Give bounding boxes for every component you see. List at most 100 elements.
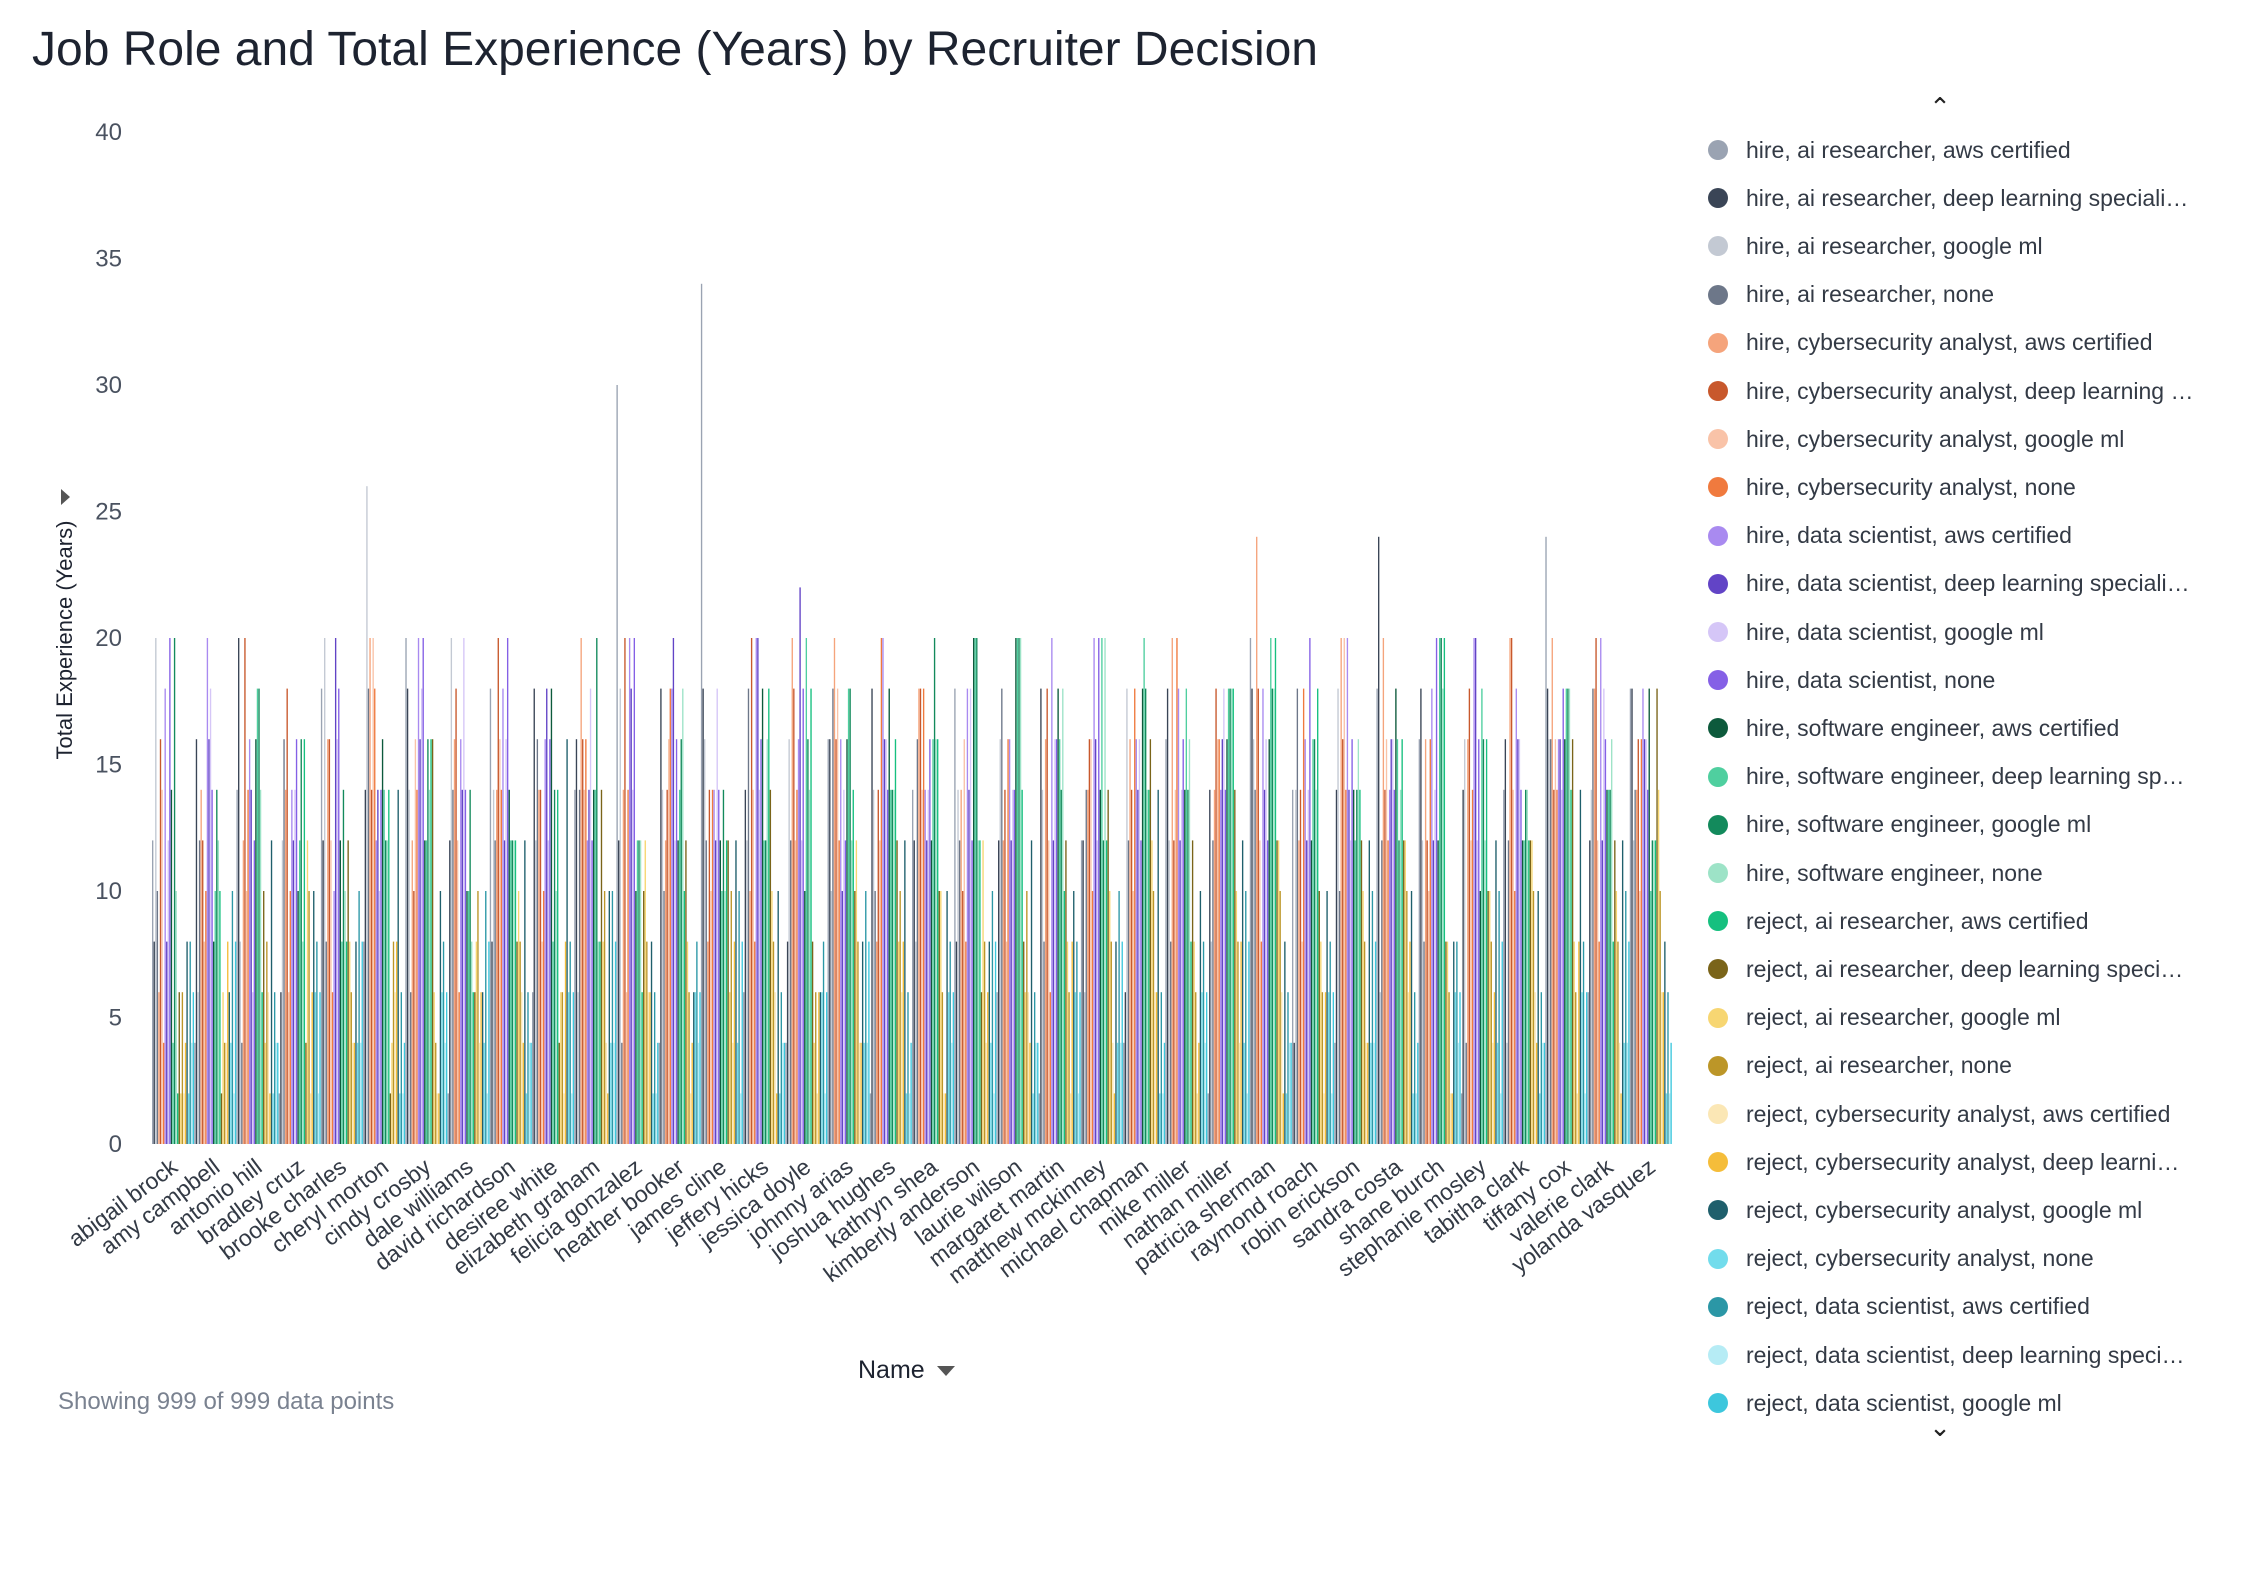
- bar[interactable]: [247, 789, 249, 1144]
- bar[interactable]: [555, 891, 557, 1144]
- bar[interactable]: [1334, 1042, 1336, 1144]
- bar[interactable]: [255, 739, 257, 1144]
- bar[interactable]: [1038, 1093, 1041, 1144]
- bar[interactable]: [488, 941, 490, 1144]
- bar[interactable]: [1223, 688, 1225, 1144]
- bar[interactable]: [1465, 1042, 1467, 1144]
- bar[interactable]: [1464, 739, 1466, 1144]
- bar[interactable]: [882, 638, 884, 1144]
- bar[interactable]: [1293, 1042, 1295, 1144]
- bar[interactable]: [1021, 789, 1023, 1144]
- bar[interactable]: [1190, 941, 1192, 1144]
- bar[interactable]: [172, 1042, 174, 1144]
- bar[interactable]: [492, 789, 495, 1144]
- bar[interactable]: [416, 789, 418, 1144]
- bar[interactable]: [1199, 891, 1202, 1144]
- bar[interactable]: [345, 941, 348, 1144]
- bar[interactable]: [1359, 789, 1361, 1144]
- bar[interactable]: [827, 739, 829, 1144]
- bar[interactable]: [430, 739, 432, 1144]
- bar[interactable]: [474, 992, 476, 1144]
- bar[interactable]: [1226, 739, 1228, 1144]
- bar[interactable]: [1043, 941, 1045, 1144]
- bar[interactable]: [202, 840, 204, 1144]
- bar[interactable]: [752, 789, 754, 1144]
- bar[interactable]: [289, 891, 291, 1144]
- bar[interactable]: [1603, 688, 1605, 1144]
- bar[interactable]: [1134, 688, 1136, 1144]
- bar[interactable]: [1668, 1093, 1671, 1144]
- bar[interactable]: [855, 840, 858, 1144]
- bar[interactable]: [406, 688, 409, 1144]
- bar[interactable]: [958, 840, 961, 1144]
- bar[interactable]: [552, 941, 554, 1144]
- bar[interactable]: [1446, 941, 1449, 1144]
- bar[interactable]: [1085, 789, 1087, 1144]
- bar[interactable]: [320, 688, 323, 1144]
- bar[interactable]: [974, 638, 976, 1144]
- bar[interactable]: [1484, 840, 1486, 1144]
- bar[interactable]: [897, 941, 900, 1144]
- bar[interactable]: [1145, 688, 1147, 1144]
- bar[interactable]: [372, 638, 374, 1144]
- bar[interactable]: [796, 789, 798, 1144]
- bar[interactable]: [294, 789, 296, 1144]
- bar[interactable]: [1470, 840, 1472, 1144]
- bar[interactable]: [1582, 941, 1585, 1144]
- bar[interactable]: [694, 992, 696, 1144]
- bar[interactable]: [688, 992, 690, 1144]
- legend-scroll-down-icon[interactable]: ⌄: [1929, 1412, 1951, 1442]
- bar[interactable]: [632, 789, 634, 1144]
- bar[interactable]: [1032, 1093, 1034, 1144]
- bar[interactable]: [999, 739, 1001, 1144]
- bar[interactable]: [657, 1042, 659, 1144]
- bar[interactable]: [480, 992, 482, 1144]
- bar[interactable]: [641, 992, 643, 1144]
- bar[interactable]: [1449, 1093, 1452, 1144]
- bar[interactable]: [152, 840, 154, 1144]
- bar[interactable]: [1213, 789, 1216, 1144]
- bar[interactable]: [1589, 840, 1591, 1144]
- bar[interactable]: [572, 992, 575, 1144]
- bar[interactable]: [1296, 688, 1299, 1144]
- bar[interactable]: [822, 941, 825, 1144]
- bar[interactable]: [155, 638, 157, 1144]
- bar[interactable]: [1560, 789, 1563, 1144]
- bar[interactable]: [1462, 789, 1464, 1144]
- bar[interactable]: [1437, 840, 1439, 1144]
- bar[interactable]: [1510, 638, 1513, 1144]
- bar[interactable]: [1215, 688, 1217, 1144]
- bar[interactable]: [922, 688, 925, 1144]
- bar[interactable]: [1618, 1042, 1621, 1144]
- bar[interactable]: [805, 638, 808, 1144]
- bar[interactable]: [228, 992, 230, 1144]
- bar[interactable]: [1243, 1042, 1245, 1144]
- legend-item[interactable]: hire, ai researcher, google ml: [1690, 226, 2246, 266]
- bar[interactable]: [896, 840, 898, 1144]
- bar[interactable]: [732, 1042, 734, 1144]
- bar[interactable]: [597, 941, 600, 1144]
- bar[interactable]: [757, 638, 759, 1144]
- bar[interactable]: [1129, 739, 1131, 1144]
- bar[interactable]: [1526, 789, 1528, 1144]
- bar[interactable]: [1060, 789, 1062, 1144]
- bar[interactable]: [614, 941, 617, 1144]
- bar[interactable]: [1268, 739, 1270, 1144]
- bar[interactable]: [899, 891, 901, 1144]
- bar[interactable]: [876, 941, 878, 1144]
- bar[interactable]: [1252, 739, 1255, 1144]
- bar[interactable]: [1231, 688, 1233, 1144]
- bar[interactable]: [1015, 638, 1017, 1144]
- bar[interactable]: [1143, 638, 1145, 1144]
- bar[interactable]: [1059, 739, 1061, 1144]
- bar[interactable]: [1590, 789, 1593, 1144]
- bar[interactable]: [1529, 840, 1532, 1144]
- bar[interactable]: [355, 941, 357, 1144]
- bar[interactable]: [696, 941, 698, 1144]
- bar[interactable]: [1084, 992, 1086, 1144]
- bar[interactable]: [267, 992, 270, 1144]
- bar[interactable]: [230, 1042, 232, 1144]
- bar[interactable]: [1176, 638, 1178, 1144]
- bar[interactable]: [849, 688, 851, 1144]
- bar[interactable]: [624, 638, 626, 1144]
